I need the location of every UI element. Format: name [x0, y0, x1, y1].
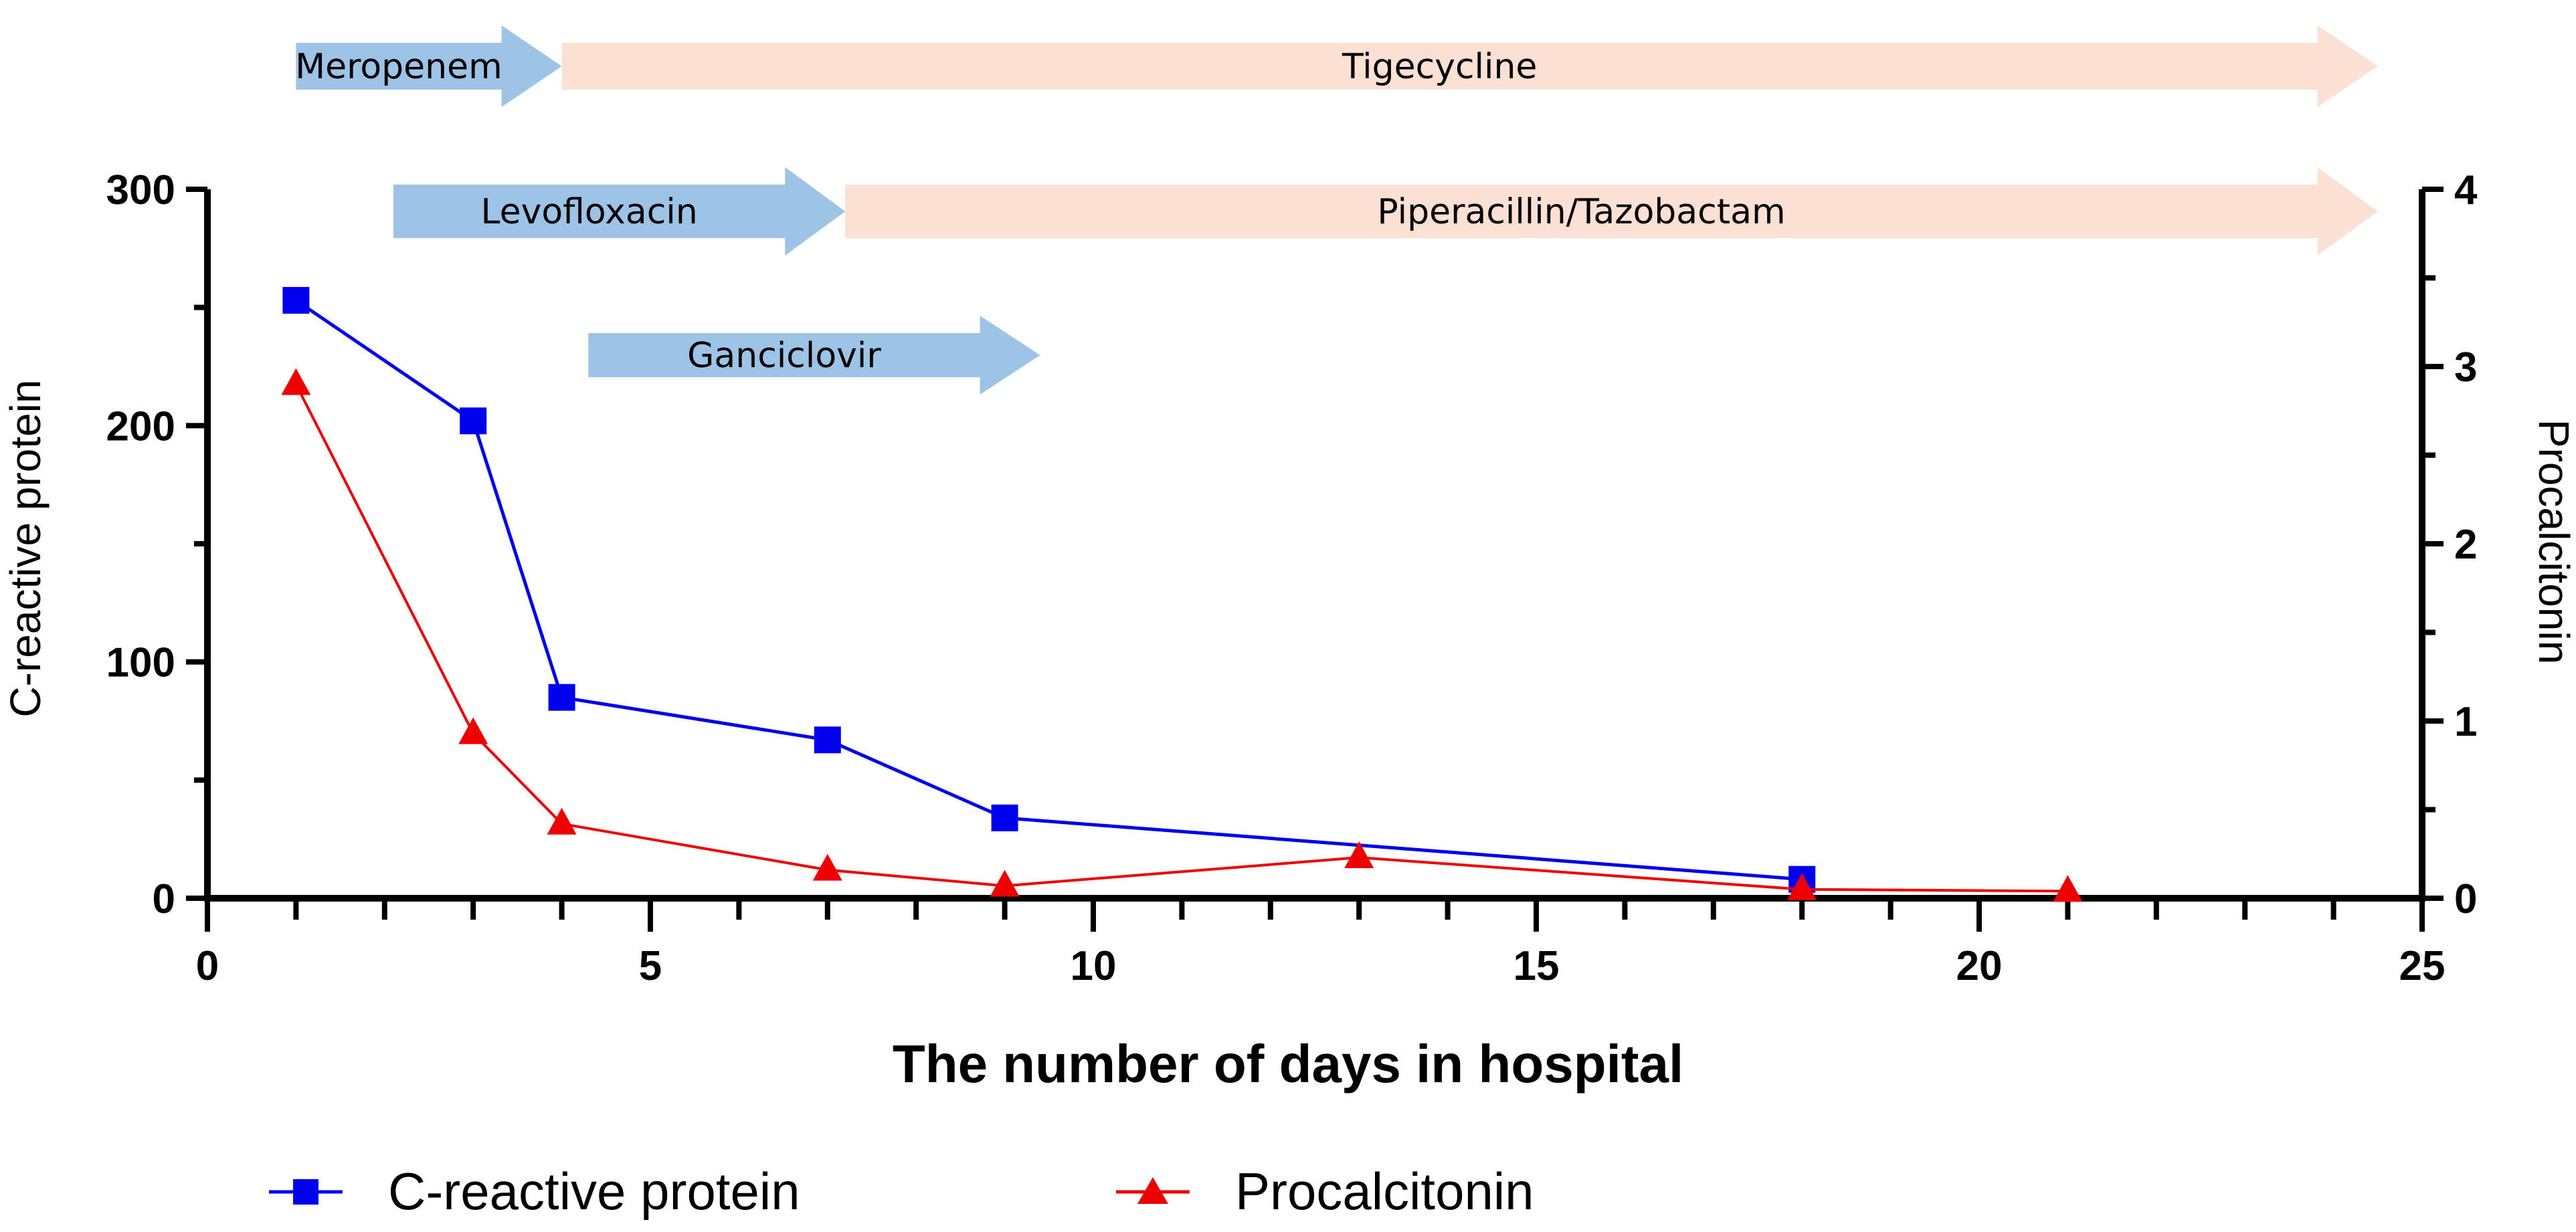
- data-point-procalcitonin: [990, 869, 1020, 897]
- treatment-label-tigecycline: Tigecycline: [1342, 47, 1537, 87]
- y-right-tick-label: 1: [2454, 699, 2477, 745]
- x-tick-label: 0: [196, 943, 219, 989]
- y-axis-left-title: C-reactive protein: [1, 379, 50, 717]
- y-right-tick-label: 3: [2454, 344, 2477, 391]
- series-line-procalcitonin: [294, 383, 2068, 893]
- data-point-c-reactive-protein: [991, 804, 1018, 831]
- treatment-arrow-meropenem: [296, 25, 562, 107]
- data-point-procalcitonin: [812, 853, 842, 881]
- data-point-procalcitonin: [281, 368, 311, 395]
- data-point-procalcitonin: [1344, 841, 1374, 869]
- treatment-arrow-tigecycline: [561, 25, 2378, 107]
- data-point-procalcitonin: [2053, 875, 2083, 902]
- treatment-arrow-ganciclovir: [588, 316, 1040, 395]
- data-point-procalcitonin: [458, 717, 488, 744]
- treatment-arrow-piperacillin-tazobactam: [845, 167, 2378, 255]
- data-point-c-reactive-protein: [548, 684, 575, 711]
- data-point-c-reactive-protein: [282, 287, 310, 314]
- data-point-c-reactive-protein: [814, 726, 841, 754]
- data-point-procalcitonin: [1787, 873, 1817, 900]
- series-layer: [281, 287, 2083, 902]
- treatment-label-piperacillin-tazobactam: Piperacillin/Tazobactam: [1377, 192, 1785, 232]
- y-right-tick-label: 4: [2454, 167, 2478, 213]
- x-tick-label: 20: [1956, 943, 2003, 989]
- legend-crp-label: C-reactive protein: [388, 1162, 800, 1221]
- y-right-tick-label: 0: [2454, 876, 2477, 922]
- treatment-arrows: Meropenem Tigecycline Levofloxacin Piperaci…: [295, 25, 2378, 395]
- treatment-label-levofloxacin: Levofloxacin: [481, 192, 698, 232]
- x-tick-label: 5: [639, 943, 662, 989]
- treatment-label-ganciclovir: Ganciclovir: [687, 336, 881, 376]
- legend: C-reactive protein Procalcitonin: [269, 1162, 1534, 1221]
- legend-crp-square-icon: [293, 1179, 318, 1205]
- data-point-procalcitonin: [547, 807, 577, 835]
- y-left-tick-label: 300: [106, 167, 175, 213]
- x-axis-title: The number of days in hospital: [893, 1034, 1683, 1094]
- y-axis-right-title: Procalcitonin: [2530, 419, 2576, 664]
- x-tick-label: 25: [2399, 943, 2446, 989]
- legend-pct-label: Procalcitonin: [1235, 1162, 1534, 1221]
- y-left-tick-label: 0: [153, 876, 175, 922]
- data-point-c-reactive-protein: [460, 407, 487, 435]
- y-left-tick-label: 100: [106, 640, 175, 686]
- series-line-c-reactive-protein: [294, 298, 1803, 882]
- y-right-tick-label: 2: [2454, 522, 2477, 568]
- x-tick-label: 10: [1071, 943, 1117, 989]
- legend-pct-triangle-icon: [1137, 1177, 1168, 1204]
- treatment-arrow-levofloxacin: [393, 167, 846, 255]
- legend-item-pct: Procalcitonin: [1116, 1162, 1534, 1221]
- y-left-tick-label: 200: [106, 403, 175, 449]
- x-tick-label: 15: [1513, 943, 1560, 989]
- treatment-label-meropenem: Meropenem: [295, 47, 502, 87]
- legend-item-crp: C-reactive protein: [269, 1162, 800, 1221]
